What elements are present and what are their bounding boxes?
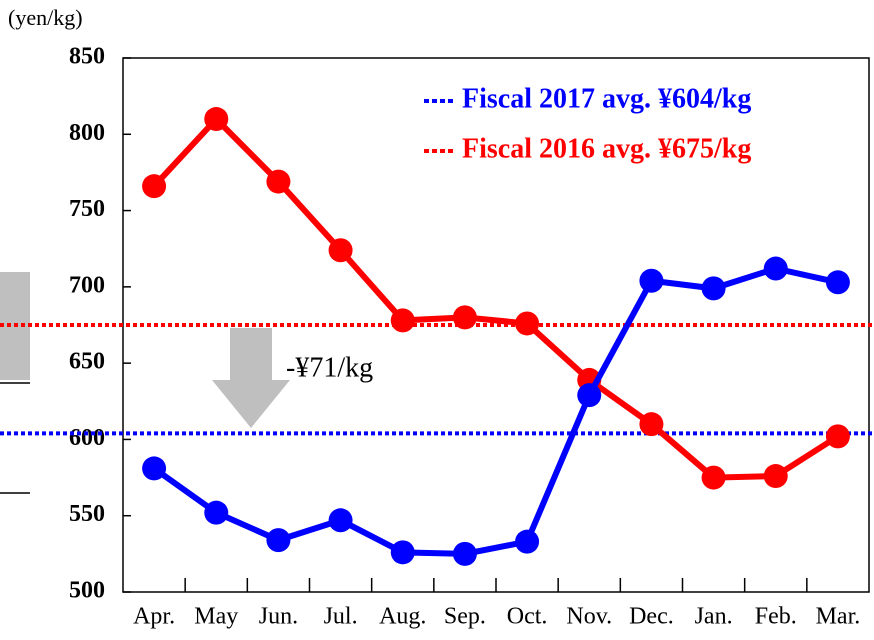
x-tick-label: Apr. (133, 604, 175, 630)
marker (701, 276, 726, 301)
marker (142, 456, 167, 481)
series-line (151, 114, 840, 481)
marker (763, 464, 788, 489)
x-tick-label: Aug. (379, 604, 426, 630)
y-tick-label: 700 (69, 272, 105, 298)
marker (328, 508, 353, 533)
y-tick-label: 800 (69, 120, 105, 146)
marker (825, 270, 850, 295)
y-unit: (yen/kg) (8, 5, 83, 30)
marker (515, 529, 540, 554)
x-tick-label: Sep. (444, 604, 486, 630)
y-tick-label: 600 (69, 425, 105, 451)
marker (390, 308, 415, 333)
marker (204, 107, 229, 132)
y-tick-label: 650 (69, 349, 105, 375)
marker (701, 465, 726, 490)
y-tick-label: 550 (69, 501, 105, 527)
marker (266, 528, 291, 553)
x-tick-label: Nov. (566, 604, 612, 630)
x-tick-label: May (194, 604, 238, 630)
y-tick-label: 500 (69, 578, 105, 604)
marker (639, 268, 664, 293)
marker (577, 383, 602, 408)
arrow (212, 328, 290, 428)
annotation: -¥71/kg (286, 352, 373, 383)
marker (639, 412, 664, 437)
marker (328, 238, 353, 263)
x-tick-label: Oct. (507, 604, 548, 630)
marker (266, 169, 291, 194)
marker (452, 305, 477, 330)
legend-label: Fiscal 2016 avg. ¥675/kg (462, 133, 751, 164)
legend-label: Fiscal 2017 avg. ¥604/kg (462, 83, 751, 114)
marker (390, 540, 415, 565)
x-tick-label: Jul. (324, 604, 358, 630)
x-tick-label: Dec. (629, 604, 674, 630)
marker (204, 500, 229, 525)
marker (142, 174, 167, 199)
marker (515, 311, 540, 336)
x-tick-label: Jan. (695, 604, 733, 630)
y-tick-label: 750 (69, 196, 105, 222)
marker (452, 541, 477, 566)
marker (763, 256, 788, 281)
x-tick-label: Jun. (259, 604, 298, 630)
x-tick-label: Feb. (755, 604, 797, 630)
y-tick-label: 850 (69, 44, 105, 70)
x-tick-label: Mar. (816, 604, 861, 630)
marker (825, 424, 850, 449)
